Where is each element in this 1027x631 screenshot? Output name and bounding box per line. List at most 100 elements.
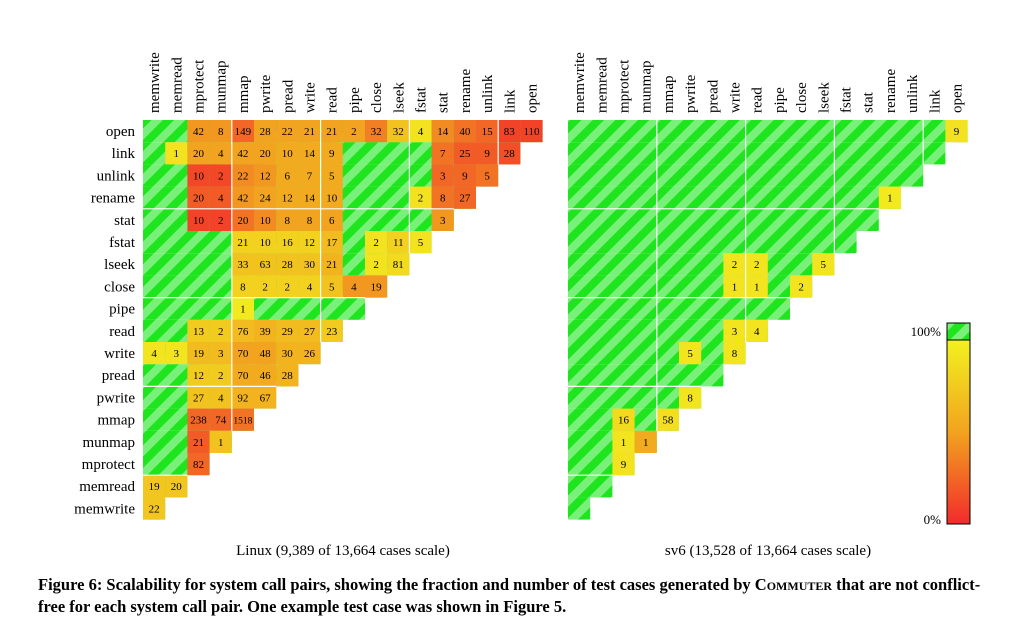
linux-cell-label: 2 — [218, 170, 224, 182]
linux-cell — [298, 142, 321, 165]
linux-cell-label: 63 — [260, 259, 272, 271]
sv6-row-band — [568, 497, 591, 520]
linux-cell — [320, 164, 343, 187]
sv6-col-label-close: close — [794, 82, 810, 113]
linux-cell — [209, 208, 232, 231]
linux-cell-label: 238 — [190, 415, 207, 427]
linux-cell-label: 14 — [437, 126, 449, 138]
linux-cell-label: 32 — [393, 126, 404, 138]
sv6-cell-label: 4 — [754, 326, 760, 338]
linux-cell — [254, 142, 277, 165]
linux-cell-label: 2 — [218, 215, 224, 227]
linux-cell — [254, 342, 277, 365]
linux-cell — [231, 142, 254, 165]
linux-cell — [254, 319, 277, 342]
sv6-cell-label: 1 — [754, 281, 760, 293]
linux-cell — [298, 164, 321, 187]
linux-cell — [276, 364, 299, 387]
linux-cell-label: 10 — [282, 148, 294, 160]
linux-cell — [187, 208, 210, 231]
linux-cell-label: 23 — [326, 326, 338, 338]
row-labels: open link unlink rename stat fstat lseek close p… — [74, 124, 136, 517]
linux-cell-label: 30 — [304, 259, 316, 271]
linux-col-label-fstat: fstat — [414, 86, 430, 113]
sv6-cell-label: 2 — [754, 259, 760, 271]
sv6-cell-label: 1 — [621, 437, 627, 449]
sv6-col-label-read: read — [750, 87, 766, 113]
sv6-row-band — [568, 186, 901, 209]
sv6-cell — [745, 275, 768, 298]
caption-part2: that are not conflict-free for each syst… — [38, 575, 981, 616]
linux-cell — [209, 342, 232, 365]
linux-cell-label: 70 — [237, 348, 249, 360]
linux-cell-label: 82 — [193, 459, 204, 471]
linux-cell — [254, 364, 277, 387]
linux-cell — [187, 120, 210, 143]
sv6-row-band — [568, 275, 813, 298]
sv6-cell — [723, 319, 746, 342]
linux-cell-label: 12 — [260, 170, 271, 182]
linux-cell-label: 21 — [304, 126, 315, 138]
row-label-fstat: fstat — [109, 235, 136, 251]
linux-cell — [409, 231, 432, 254]
sv6-col-label-mprotect: mprotect — [617, 59, 633, 113]
linux-cell-label: 149 — [235, 126, 252, 138]
linux-cell-label: 70 — [237, 370, 249, 382]
linux-cell — [453, 164, 476, 187]
linux-cell-label: 3 — [440, 170, 446, 182]
linux-cell-label: 22 — [282, 126, 293, 138]
row-label-lseek: lseek — [104, 257, 135, 273]
linux-cell-label: 24 — [260, 193, 272, 205]
sv6-cell-label: 5 — [821, 259, 827, 271]
linux-col-label-stat: stat — [436, 91, 452, 113]
linux-cell-label: 8 — [285, 215, 291, 227]
linux-cell-label: 4 — [218, 148, 224, 160]
linux-cell-label: 19 — [149, 481, 161, 493]
linux-cell-label: 3 — [440, 215, 446, 227]
linux-cell — [431, 120, 454, 143]
linux-cell — [254, 186, 277, 209]
linux-cell-label: 9 — [329, 148, 335, 160]
linux-cell-label: 27 — [304, 326, 316, 338]
sv6-cell — [679, 342, 702, 365]
sv6-row-band — [568, 120, 968, 143]
legend: 100% 0% — [911, 322, 971, 527]
linux-cell-label: 4 — [351, 281, 357, 293]
linux-cell-label: 22 — [237, 170, 248, 182]
sv6-cell-label: 9 — [954, 126, 960, 138]
panel-linux-label: Linux (9,389 of 13,664 cases scale) — [236, 543, 450, 559]
linux-cell — [209, 120, 232, 143]
linux-cell-label: 20 — [171, 481, 183, 493]
linux-cell-label: 7 — [440, 148, 446, 160]
linux-cell-label: 67 — [260, 392, 272, 404]
linux-cell — [165, 475, 188, 498]
linux-cell — [298, 342, 321, 365]
sv6-cell — [723, 275, 746, 298]
linux-cell-label: 42 — [193, 126, 204, 138]
linux-cell — [276, 342, 299, 365]
legend-gradient-bar — [946, 339, 971, 525]
linux-cell-label: 27 — [459, 193, 471, 205]
linux-cell — [453, 120, 476, 143]
sv6-row-band — [568, 364, 724, 387]
linux-cell — [298, 319, 321, 342]
linux-cell — [276, 120, 299, 143]
linux-cell — [231, 319, 254, 342]
linux-cell-label: 17 — [326, 237, 338, 249]
linux-cell — [143, 342, 166, 365]
linux-cell — [387, 231, 410, 254]
linux-cell — [365, 275, 388, 298]
linux-cell — [320, 186, 343, 209]
sv6-cell — [945, 120, 968, 143]
linux-cell-label: 20 — [237, 215, 249, 227]
linux-cell-label: 76 — [237, 326, 249, 338]
sv6-col-label-open: open — [950, 83, 966, 113]
row-label-munmap: munmap — [83, 435, 136, 451]
linux-cell-label: 5 — [329, 281, 335, 293]
sv6-col-label-mmap: mmap — [661, 76, 677, 114]
linux-cell — [342, 120, 365, 143]
legend-top-label: 100% — [911, 324, 942, 339]
linux-cell-label: 8 — [240, 281, 246, 293]
sv6-cell-label: 2 — [732, 259, 738, 271]
linux-cell — [320, 231, 343, 254]
